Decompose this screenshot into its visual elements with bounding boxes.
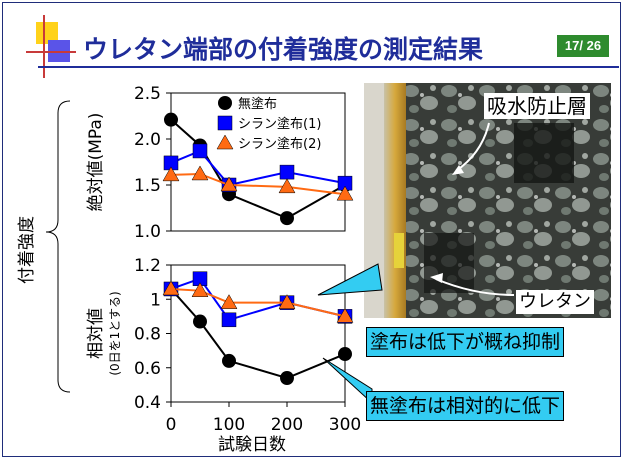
y-tick-label-1-0: 1.0 xyxy=(134,222,161,242)
data-point-2-0-2 xyxy=(222,353,236,368)
data-point-1-1-1 xyxy=(192,143,208,159)
slide-title: ウレタン端部の付着強度の測定結果 xyxy=(83,35,484,64)
y-tick-label-2-2: 0.8 xyxy=(134,325,161,345)
legend-marker-0 xyxy=(218,96,232,110)
data-point-2-2-1 xyxy=(191,282,209,297)
y-tick-label-2-1: 0.6 xyxy=(134,359,161,379)
legend-marker-1 xyxy=(217,115,233,131)
data-point-2-0-3 xyxy=(280,371,294,386)
legend-label-0: 無塗布 xyxy=(238,96,277,112)
y-tick-label-2-0: 0.4 xyxy=(134,393,161,413)
data-point-1-2-1 xyxy=(191,165,209,181)
data-point-2-2-4 xyxy=(336,307,354,323)
y-axis-sublabel-2: (0日を1とする) xyxy=(108,291,122,375)
x-tick-label-1: 100 xyxy=(213,415,245,435)
plot-frame-1 xyxy=(170,92,346,232)
data-point-2-2-3 xyxy=(278,294,296,309)
y-axis-label-2: 相対値 xyxy=(86,308,106,359)
y-tick-label-1-1: 1.5 xyxy=(134,176,161,196)
x-tick-label-3: 300 xyxy=(329,415,361,435)
data-point-2-0-4 xyxy=(338,347,352,362)
data-point-1-2-2 xyxy=(220,176,238,192)
x-tick-label-0: 0 xyxy=(166,415,177,435)
concrete-photo: 吸水防止層 ウレタン xyxy=(364,83,611,318)
y-axis-label-1: 絶対値(MPa) xyxy=(86,113,106,212)
x-tick-label-2: 200 xyxy=(271,415,303,435)
legend-marker-2 xyxy=(216,134,234,150)
x-axis-label: 試験日数 xyxy=(218,435,286,455)
photo-label-layer: 吸水防止層 xyxy=(484,93,590,119)
data-point-1-0-3 xyxy=(280,211,294,226)
data-point-1-2-3 xyxy=(278,178,296,194)
callout-uncoated: 無塗布は相対的に低下 xyxy=(366,391,565,421)
data-point-2-2-2 xyxy=(220,294,238,309)
slide-frame xyxy=(2,2,621,457)
data-point-2-1-2 xyxy=(221,312,237,328)
data-point-1-0-0 xyxy=(164,112,178,127)
legend-label-2: シラン塗布(2) xyxy=(238,136,321,152)
legend-label-1: シラン塗布(1) xyxy=(238,116,321,132)
callout-coated: 塗布は低下が概ね抑制 xyxy=(366,327,565,357)
y-tick-label-2-4: 1.2 xyxy=(134,256,161,276)
data-point-1-2-4 xyxy=(336,185,354,201)
data-point-1-2-0 xyxy=(162,166,180,182)
page-number-badge: 17/ 26 xyxy=(557,35,609,57)
chart-panel-2: 0.4 0.6 0.8 1 1.2 0 100 200 300 相対値 (0日を1とする) xyxy=(86,256,361,435)
photo-label-urethane: ウレタン xyxy=(516,290,594,314)
y-group-brace xyxy=(45,100,71,393)
y-tick-label-1-2: 2.0 xyxy=(134,130,161,150)
data-point-2-2-0 xyxy=(162,280,180,296)
y-tick-label-2-3: 1 xyxy=(150,290,161,310)
data-point-2-0-1 xyxy=(193,314,207,329)
y-tick-label-1-3: 2.5 xyxy=(134,84,161,104)
y-group-label: 付着強度 xyxy=(17,216,37,284)
title-underline xyxy=(38,66,619,68)
concrete-photo-art xyxy=(364,83,611,318)
